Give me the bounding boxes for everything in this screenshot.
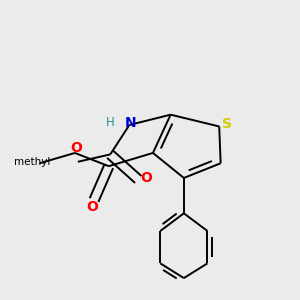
- Text: S: S: [222, 117, 232, 131]
- Text: H: H: [106, 116, 115, 129]
- Text: O: O: [70, 141, 82, 154]
- Text: N: N: [125, 116, 137, 130]
- Text: O: O: [87, 200, 98, 214]
- Text: methyl: methyl: [14, 157, 50, 167]
- Text: O: O: [140, 171, 152, 185]
